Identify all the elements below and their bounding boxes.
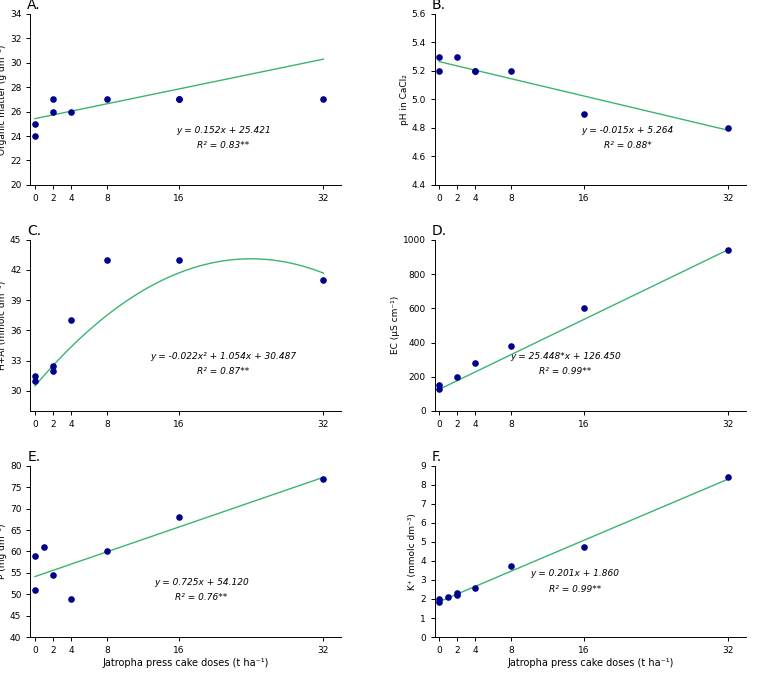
Y-axis label: H+Al (mmolc dm⁻³): H+Al (mmolc dm⁻³) <box>0 281 7 370</box>
Text: R² = 0.83**: R² = 0.83** <box>197 141 250 150</box>
Point <box>433 593 445 604</box>
Point <box>317 94 330 105</box>
Text: A.: A. <box>27 0 41 12</box>
Point <box>101 94 113 105</box>
Y-axis label: Organic matter (g dm⁻³): Organic matter (g dm⁻³) <box>0 44 7 155</box>
Point <box>65 315 77 326</box>
Text: C.: C. <box>27 224 41 238</box>
Point <box>65 593 77 604</box>
Text: R² = 0.99**: R² = 0.99** <box>540 367 591 376</box>
Point <box>29 375 41 386</box>
Point <box>578 108 590 119</box>
Point <box>47 365 59 376</box>
Text: D.: D. <box>431 224 447 238</box>
Point <box>47 569 59 580</box>
Point <box>442 592 454 603</box>
Point <box>470 65 482 76</box>
Point <box>317 473 330 484</box>
Point <box>451 51 463 62</box>
Point <box>578 303 590 314</box>
Point <box>173 512 185 523</box>
Point <box>578 541 590 552</box>
Text: y = -0.022x² + 1.054x + 30.487: y = -0.022x² + 1.054x + 30.487 <box>150 351 296 361</box>
Point <box>433 65 445 76</box>
Y-axis label: P (mg dm⁻³): P (mg dm⁻³) <box>0 523 7 580</box>
Point <box>721 472 734 483</box>
Point <box>101 254 113 265</box>
Text: F.: F. <box>431 450 442 464</box>
Point <box>29 119 41 129</box>
Point <box>470 358 482 369</box>
Point <box>433 379 445 390</box>
Text: R² = 0.76**: R² = 0.76** <box>175 593 228 602</box>
Point <box>433 384 445 395</box>
Y-axis label: pH in CaCl₂: pH in CaCl₂ <box>400 74 409 125</box>
Point <box>29 550 41 561</box>
Text: y = 0.725x + 54.120: y = 0.725x + 54.120 <box>154 577 249 587</box>
Point <box>721 123 734 134</box>
Point <box>721 245 734 256</box>
Point <box>433 597 445 608</box>
Text: y = 25.448*x + 126.450: y = 25.448*x + 126.450 <box>510 351 621 361</box>
Point <box>433 51 445 62</box>
Point <box>47 360 59 371</box>
Text: B.: B. <box>431 0 446 12</box>
Text: R² = 0.87**: R² = 0.87** <box>197 367 250 376</box>
Text: R² = 0.99**: R² = 0.99** <box>549 584 601 594</box>
Point <box>101 546 113 557</box>
Point <box>173 254 185 265</box>
Y-axis label: K⁺ (mmolc dm⁻³): K⁺ (mmolc dm⁻³) <box>408 513 417 590</box>
Point <box>470 582 482 593</box>
Y-axis label: EC (µS cm⁻¹): EC (µS cm⁻¹) <box>391 296 400 355</box>
Text: R² = 0.88*: R² = 0.88* <box>603 141 651 150</box>
Point <box>38 542 50 553</box>
Point <box>317 275 330 286</box>
Point <box>29 584 41 595</box>
Point <box>47 94 59 105</box>
Point <box>505 560 517 571</box>
Text: y = 0.152x + 25.421: y = 0.152x + 25.421 <box>176 125 271 135</box>
Point <box>47 106 59 117</box>
Point <box>173 94 185 105</box>
Point <box>451 371 463 382</box>
Point <box>65 106 77 117</box>
Point <box>470 65 482 76</box>
Text: E.: E. <box>27 450 40 464</box>
Text: y = 0.201x + 1.860: y = 0.201x + 1.860 <box>530 569 619 578</box>
Text: y = -0.015x + 5.264: y = -0.015x + 5.264 <box>581 125 673 135</box>
Point <box>505 65 517 76</box>
Point <box>173 94 185 105</box>
Point <box>451 588 463 599</box>
X-axis label: Jatropha press cake doses (t ha⁻¹): Jatropha press cake doses (t ha⁻¹) <box>103 658 269 668</box>
X-axis label: Jatropha press cake doses (t ha⁻¹): Jatropha press cake doses (t ha⁻¹) <box>507 658 673 668</box>
Point <box>451 590 463 601</box>
Point <box>29 371 41 382</box>
Point <box>505 340 517 351</box>
Point <box>29 131 41 142</box>
